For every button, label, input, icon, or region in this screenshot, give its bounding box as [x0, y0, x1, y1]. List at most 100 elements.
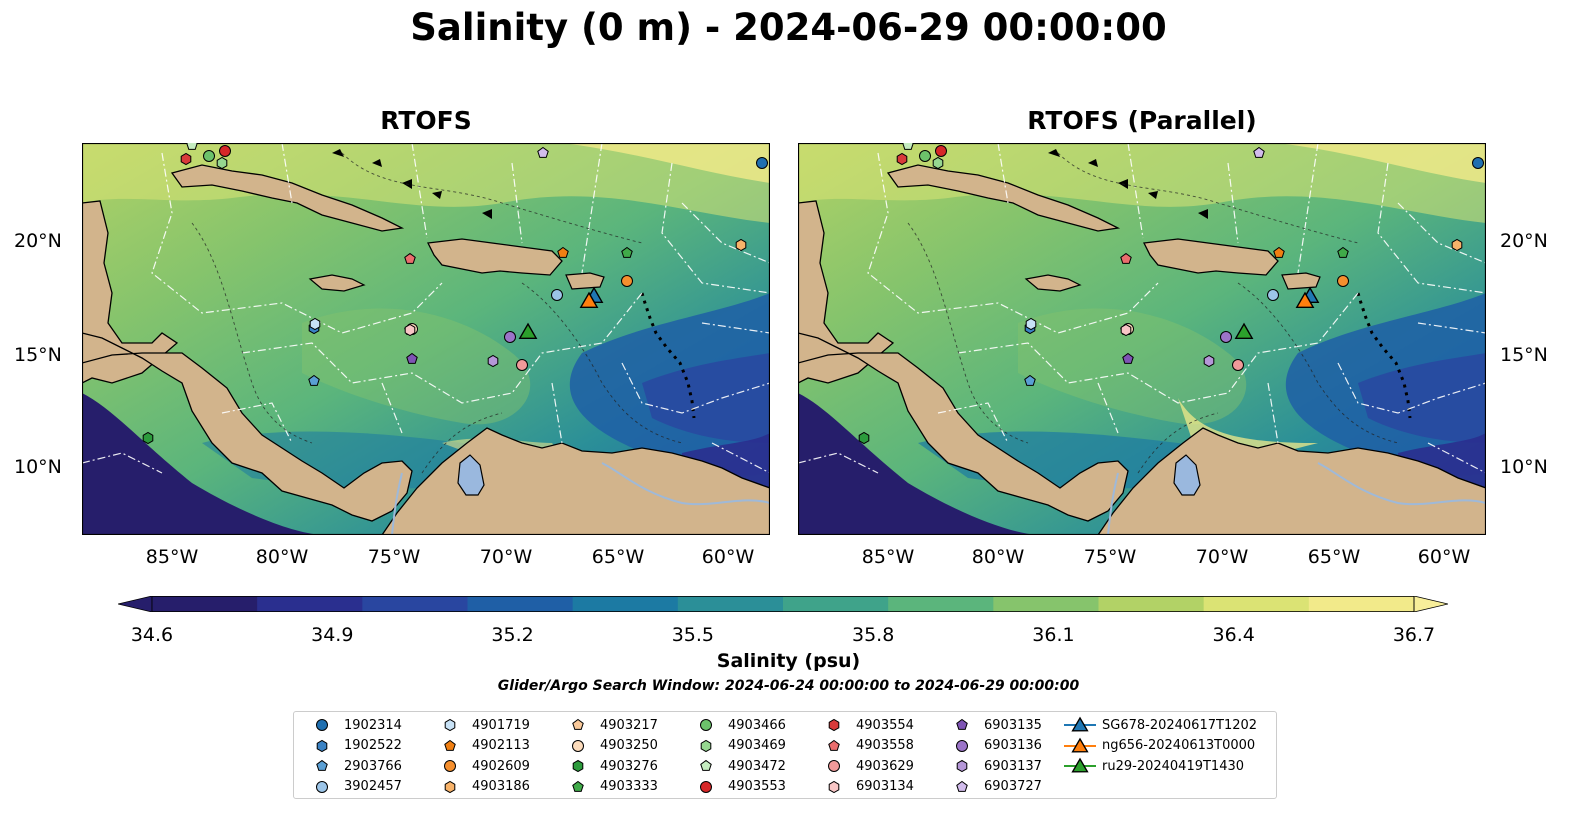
colorbar-tick: 35.2: [491, 624, 534, 646]
legend-label: 4903554: [856, 717, 914, 733]
legend-item-4903469: 4903469: [690, 736, 786, 756]
map-marker-6903136: [504, 331, 516, 343]
lon-label-70w: 70°W: [479, 546, 533, 568]
lat-label-20n-right: 20°N: [1500, 230, 1548, 252]
colorbar-tick: 34.9: [311, 624, 354, 646]
map-marker-6903135: [406, 352, 418, 364]
map-marker-6903136: [1220, 331, 1232, 343]
legend-label: 4903186: [472, 779, 530, 794]
map-marker-4903472: [186, 143, 198, 150]
legend-label: 4903629: [856, 758, 914, 774]
legend-item-4903472: 4903472: [690, 756, 786, 776]
map-marker-4903469: [216, 156, 228, 170]
legend-label: 4903250: [600, 738, 658, 753]
map-marker-3902457: [1267, 289, 1279, 301]
lon-label-60w: 60°W: [701, 546, 755, 568]
lat-label-10n-left: 10°N: [14, 456, 62, 478]
legend-label: 4903553: [728, 779, 786, 794]
map-marker-4903558: [1120, 252, 1132, 264]
lon-label-75w: 75°W: [1083, 546, 1137, 568]
map-marker-4901719: [1025, 317, 1037, 331]
legend-item-4902609: 4902609: [434, 756, 530, 776]
map-marker-3902457: [551, 289, 563, 301]
legend-item-4903333: 4903333: [562, 777, 658, 797]
panel-title-rtofs: RTOFS: [380, 106, 472, 135]
map-marker-2903766: [1024, 374, 1036, 386]
legend-label: 4903466: [728, 717, 786, 733]
map-marker-4903276: [858, 431, 870, 445]
map-marker-4903629: [1232, 359, 1244, 371]
legend-label: 1902522: [344, 738, 402, 753]
lat-label-15n-left: 15°N: [14, 344, 62, 366]
legend-label: 1902314: [344, 717, 402, 733]
colorbar-tick: 36.1: [1032, 624, 1075, 646]
legend-item-6903135: 6903135: [946, 715, 1042, 735]
map-marker-6903727: [1253, 146, 1265, 158]
legend: 1902314 1902522 2903766 3902457 4901719 49021…: [293, 711, 1277, 799]
legend-item-4902113: 4902113: [434, 736, 530, 756]
legend-label: 4903558: [856, 738, 914, 753]
lon-label-75w: 75°W: [367, 546, 421, 568]
legend-item-4903554: 4903554: [818, 715, 914, 735]
colorbar-tick: 36.7: [1392, 624, 1436, 646]
map-marker-4902113: [557, 246, 569, 258]
map-marker-ru29-20240419T1430: [1234, 322, 1254, 339]
map-marker-6903727: [537, 146, 549, 158]
legend-label: 6903136: [984, 738, 1042, 753]
lat-label-15n-right: 15°N: [1500, 344, 1548, 366]
legend-label: ru29-20240419T1430: [1102, 758, 1245, 774]
legend-item-6903134: 6903134: [818, 777, 914, 797]
figure-title: Salinity (0 m) - 2024-06-29 00:00:00: [410, 6, 1167, 49]
map-marker-2903766: [308, 374, 320, 386]
legend-item-1902522: 1902522: [306, 736, 402, 756]
lon-label-70w: 70°W: [1195, 546, 1249, 568]
lon-label-80w: 80°W: [255, 546, 309, 568]
legend-item-4903250: 4903250: [562, 736, 658, 756]
legend-label: 4902609: [472, 758, 530, 774]
map-marker-4902113: [1273, 246, 1285, 258]
legend-item-1902314: 1902314: [306, 715, 402, 735]
map-marker-4903186: [1451, 238, 1463, 252]
legend-label: 4901719: [472, 717, 530, 733]
legend-item-ru29-20240419T1430: ru29-20240419T1430: [1064, 756, 1244, 776]
legend-item-SG678-20240617T1202: SG678-20240617T1202: [1064, 715, 1257, 735]
legend-label: 4902113: [472, 738, 530, 753]
legend-item-2903766: 2903766: [306, 756, 402, 776]
legend-label: 4903276: [600, 758, 658, 774]
colorbar-tick: 35.5: [671, 624, 714, 646]
legend-item-4903186: 4903186: [434, 777, 530, 797]
colorbar: [117, 595, 1449, 616]
map-marker-4903333: [1337, 246, 1349, 258]
map-marker-4903472: [902, 143, 914, 150]
legend-item-4903553: 4903553: [690, 777, 786, 797]
map-marker-ru29-20240419T1430: [518, 322, 538, 339]
legend-item-6903136: 6903136: [946, 736, 1042, 756]
map-marker-6903135: [1122, 352, 1134, 364]
legend-item-4903466: 4903466: [690, 715, 786, 735]
legend-item-4903629: 4903629: [818, 756, 914, 776]
lat-label-10n-right: 10°N: [1500, 456, 1548, 478]
map-marker-1902314: [756, 157, 768, 169]
map-marker-4903553: [935, 145, 947, 157]
search-window-text: Glider/Argo Search Window: 2024-06-24 00…: [497, 678, 1080, 694]
map-panel-rtofs: [82, 143, 770, 535]
legend-item-4903276: 4903276: [562, 756, 658, 776]
legend-label: 3902457: [344, 779, 402, 794]
legend-label: 4903469: [728, 738, 786, 753]
legend-label: 6903137: [984, 758, 1042, 774]
legend-item-ng656-20240613T0000: ng656-20240613T0000: [1064, 736, 1255, 756]
legend-label: SG678-20240617T1202: [1102, 717, 1258, 733]
map-marker-6903134: [404, 323, 416, 337]
panel-title-rtofs-parallel: RTOFS (Parallel): [1027, 106, 1257, 135]
map-marker-4902609: [1337, 275, 1349, 287]
map-marker-4903469: [932, 156, 944, 170]
map-marker-1902314: [1472, 157, 1484, 169]
legend-label: 2903766: [344, 758, 402, 774]
map-marker-4903466: [203, 150, 215, 162]
map-marker-4903554: [180, 152, 192, 166]
legend-item-4903558: 4903558: [818, 736, 914, 756]
legend-item-4903217: 4903217: [562, 715, 658, 735]
legend-label: 4903472: [728, 758, 786, 774]
colorbar-tick: 36.4: [1212, 624, 1255, 646]
map-marker-ng656-20240613T0000: [1295, 291, 1315, 308]
